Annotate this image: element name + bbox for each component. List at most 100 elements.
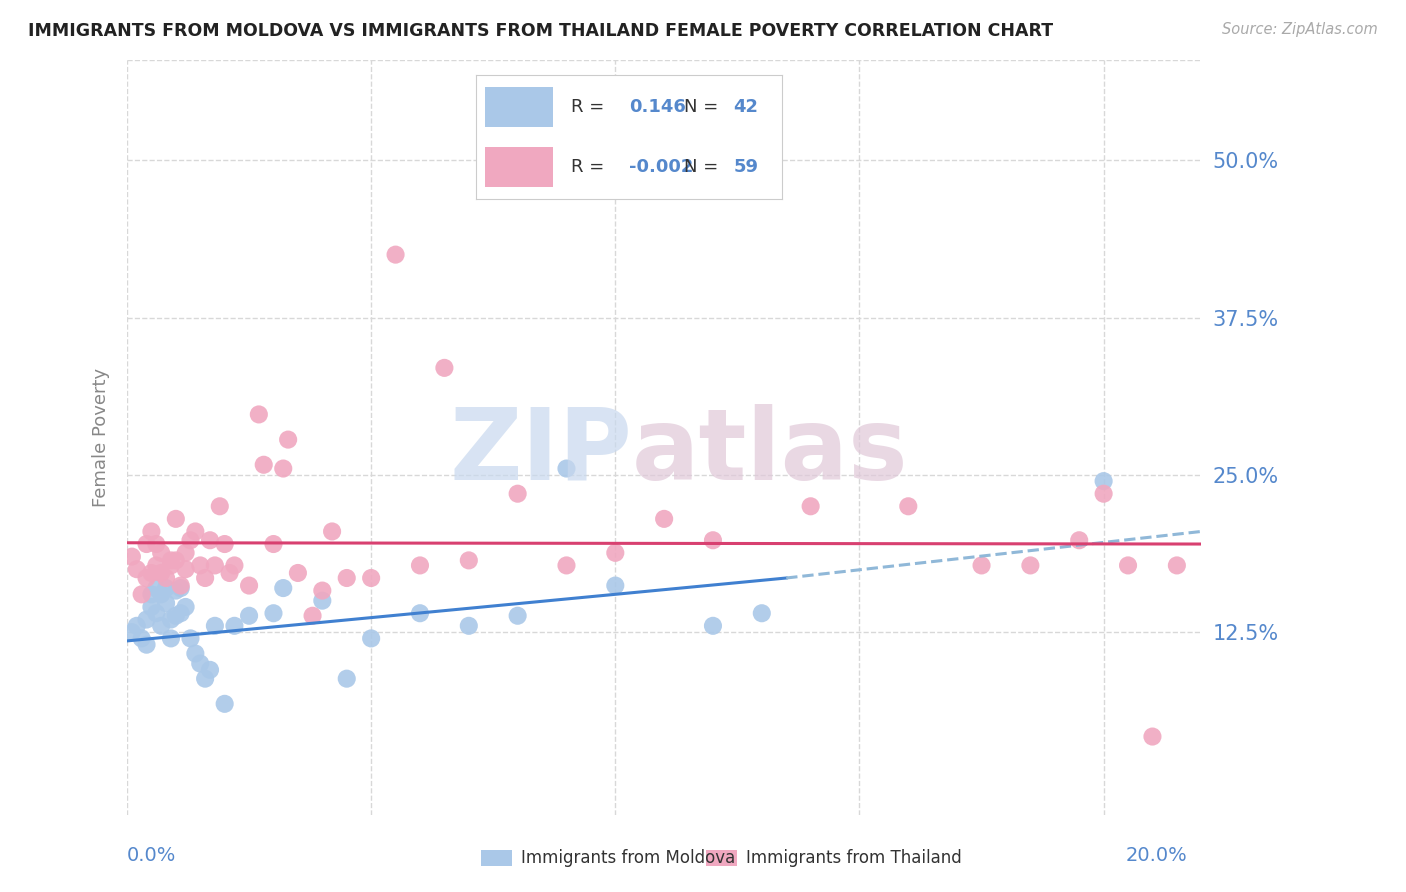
- Point: [457, 553, 479, 567]
- Point: [170, 578, 193, 592]
- Point: [155, 596, 177, 610]
- Point: [970, 558, 993, 573]
- Point: [179, 533, 201, 548]
- Point: [1019, 558, 1042, 573]
- Point: [433, 360, 456, 375]
- Point: [409, 558, 432, 573]
- Text: atlas: atlas: [631, 404, 908, 500]
- Point: [179, 632, 201, 646]
- Y-axis label: Female Poverty: Female Poverty: [93, 368, 110, 507]
- Point: [170, 606, 193, 620]
- Point: [652, 512, 675, 526]
- Point: [204, 558, 226, 573]
- Point: [135, 638, 157, 652]
- Point: [702, 619, 724, 633]
- Point: [336, 672, 359, 686]
- Point: [194, 571, 217, 585]
- Point: [170, 581, 193, 595]
- Point: [605, 546, 627, 560]
- Point: [1092, 486, 1115, 500]
- Point: [145, 606, 167, 620]
- Point: [188, 558, 211, 573]
- Point: [253, 458, 276, 472]
- Point: [238, 608, 260, 623]
- Point: [384, 247, 406, 261]
- Point: [409, 606, 432, 620]
- Point: [135, 571, 157, 585]
- Point: [506, 608, 529, 623]
- Point: [141, 587, 163, 601]
- Point: [155, 581, 177, 595]
- Point: [263, 606, 285, 620]
- Point: [751, 606, 773, 620]
- Point: [145, 537, 167, 551]
- Point: [198, 533, 221, 548]
- Text: 20.0%: 20.0%: [1125, 846, 1187, 864]
- Point: [218, 566, 240, 580]
- Point: [702, 533, 724, 548]
- Point: [506, 486, 529, 500]
- Point: [165, 583, 187, 598]
- Point: [174, 546, 197, 560]
- Point: [145, 581, 167, 595]
- Point: [141, 599, 163, 614]
- Point: [150, 619, 173, 633]
- Point: [238, 578, 260, 592]
- Point: [1116, 558, 1139, 573]
- Point: [214, 697, 236, 711]
- Point: [160, 632, 183, 646]
- Point: [184, 524, 207, 539]
- Point: [1092, 474, 1115, 488]
- Text: Immigrants from Thailand: Immigrants from Thailand: [745, 849, 962, 867]
- Point: [165, 608, 187, 623]
- Point: [1166, 558, 1188, 573]
- Point: [135, 537, 157, 551]
- Point: [301, 608, 323, 623]
- Point: [125, 619, 148, 633]
- Point: [800, 500, 823, 514]
- Point: [174, 562, 197, 576]
- Point: [287, 566, 309, 580]
- Point: [214, 537, 236, 551]
- Point: [457, 619, 479, 633]
- Text: IMMIGRANTS FROM MOLDOVA VS IMMIGRANTS FROM THAILAND FEMALE POVERTY CORRELATION C: IMMIGRANTS FROM MOLDOVA VS IMMIGRANTS FR…: [28, 22, 1053, 40]
- Point: [224, 619, 246, 633]
- Point: [160, 613, 183, 627]
- Point: [605, 578, 627, 592]
- Point: [271, 581, 294, 595]
- Point: [174, 599, 197, 614]
- Point: [311, 593, 333, 607]
- Point: [165, 512, 187, 526]
- Point: [1069, 533, 1091, 548]
- Point: [224, 558, 246, 573]
- Point: [194, 672, 217, 686]
- Point: [155, 571, 177, 585]
- Point: [277, 433, 299, 447]
- Point: [160, 553, 183, 567]
- Point: [360, 571, 382, 585]
- Point: [184, 647, 207, 661]
- Text: 0.0%: 0.0%: [127, 846, 176, 864]
- Text: ZIP: ZIP: [449, 404, 631, 500]
- Point: [311, 583, 333, 598]
- Point: [150, 546, 173, 560]
- Point: [321, 524, 343, 539]
- Point: [271, 461, 294, 475]
- Point: [198, 663, 221, 677]
- Point: [121, 625, 143, 640]
- Point: [208, 500, 231, 514]
- Point: [247, 408, 270, 422]
- Point: [1142, 730, 1164, 744]
- Point: [336, 571, 359, 585]
- Point: [145, 558, 167, 573]
- Point: [555, 558, 578, 573]
- Point: [141, 566, 163, 580]
- Point: [150, 587, 173, 601]
- Point: [555, 461, 578, 475]
- Point: [160, 558, 183, 573]
- Point: [165, 553, 187, 567]
- Point: [141, 524, 163, 539]
- Point: [131, 587, 153, 601]
- Point: [204, 619, 226, 633]
- Point: [360, 632, 382, 646]
